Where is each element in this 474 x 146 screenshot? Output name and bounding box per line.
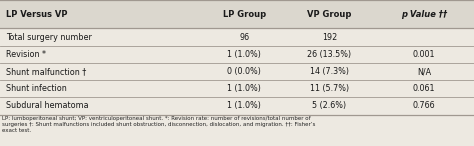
Text: 11 (5.7%): 11 (5.7%): [310, 84, 349, 93]
Text: 1 (1.0%): 1 (1.0%): [227, 84, 261, 93]
Text: 0.061: 0.061: [413, 84, 436, 93]
Bar: [0, 0, 474, 28]
Text: 192: 192: [322, 33, 337, 42]
Text: Subdural hematoma: Subdural hematoma: [6, 101, 88, 111]
Text: 5 (2.6%): 5 (2.6%): [312, 101, 346, 111]
Text: N/A: N/A: [417, 67, 431, 76]
Text: 1 (1.0%): 1 (1.0%): [227, 50, 261, 59]
Bar: [0, 46, 474, 63]
Text: Total surgery number: Total surgery number: [6, 33, 91, 42]
Text: 0 (0.0%): 0 (0.0%): [227, 67, 261, 76]
Text: 14 (7.3%): 14 (7.3%): [310, 67, 349, 76]
Text: 0.766: 0.766: [413, 101, 436, 111]
Text: 0.001: 0.001: [413, 50, 436, 59]
Bar: [0, 28, 474, 46]
Bar: [0, 97, 474, 115]
Text: Shunt malfunction †: Shunt malfunction †: [6, 67, 86, 76]
Bar: [0, 80, 474, 97]
Text: 96: 96: [239, 33, 249, 42]
Text: LP Versus VP: LP Versus VP: [6, 10, 67, 19]
Text: p Value ††: p Value ††: [401, 10, 447, 19]
Text: LP: lumboperitoneal shunt; VP: ventriculoperitoneal shunt. *: Revision rate: num: LP: lumboperitoneal shunt; VP: ventricul…: [2, 116, 316, 133]
Text: Shunt infection: Shunt infection: [6, 84, 66, 93]
Text: 1 (1.0%): 1 (1.0%): [227, 101, 261, 111]
Text: VP Group: VP Group: [307, 10, 352, 19]
Bar: [0, 63, 474, 80]
Text: 26 (13.5%): 26 (13.5%): [307, 50, 352, 59]
Text: Revision *: Revision *: [6, 50, 46, 59]
Text: LP Group: LP Group: [223, 10, 265, 19]
